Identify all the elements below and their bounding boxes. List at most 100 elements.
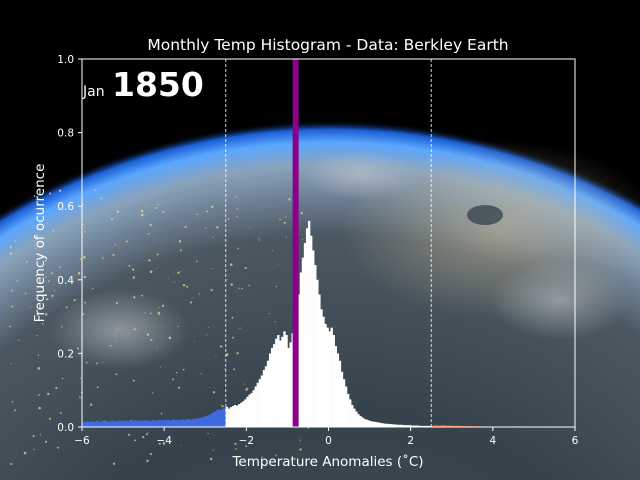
histogram-bar — [375, 422, 379, 427]
histogram-bar — [197, 418, 200, 427]
histogram-bar — [275, 338, 278, 427]
histogram-bar — [445, 425, 448, 427]
histogram-bar — [466, 425, 469, 427]
y-tick-label: 0.8 — [57, 128, 74, 140]
histogram-bar — [264, 366, 268, 427]
histogram-bar — [240, 402, 243, 427]
histogram-bar — [242, 401, 245, 427]
histogram-bar — [396, 424, 399, 427]
month-label: Jan — [82, 84, 105, 100]
histogram-bar — [462, 425, 465, 427]
histogram-bar — [451, 425, 455, 427]
year-label: 1850 — [112, 65, 204, 104]
histogram-bar — [221, 408, 225, 427]
histogram-bar — [400, 424, 403, 427]
x-tick-label: 2 — [407, 435, 414, 447]
histogram-bar — [381, 423, 385, 427]
histogram-bar — [303, 243, 307, 427]
histogram-bar — [367, 420, 370, 427]
histogram-bar — [88, 422, 91, 427]
histogram-bar — [431, 425, 434, 427]
histogram-bar — [459, 425, 463, 427]
histogram-bar — [252, 390, 255, 427]
histogram-bar — [322, 316, 325, 427]
histogram-bar — [201, 417, 204, 427]
histogram-bar — [408, 425, 411, 427]
histogram-bar — [102, 421, 105, 427]
histogram-bar — [234, 404, 237, 427]
histogram-bar — [336, 353, 340, 427]
x-tick-label: −2 — [239, 435, 254, 447]
histogram-bar — [256, 382, 259, 427]
histogram-bar — [258, 379, 262, 427]
histogram-bar — [147, 420, 151, 427]
histogram-bar — [344, 386, 348, 427]
histogram-bar — [170, 420, 173, 427]
y-tick-label: 0.6 — [57, 201, 74, 213]
histogram-bar — [215, 410, 218, 427]
histogram-bar — [320, 309, 323, 427]
histogram-bar — [388, 424, 391, 427]
histogram-bar — [270, 347, 274, 427]
histogram-bar — [332, 335, 335, 427]
y-tick-label: 0.2 — [57, 348, 74, 360]
histogram-bar — [273, 344, 276, 427]
histogram-bar — [443, 425, 446, 427]
histogram-bar — [190, 419, 194, 427]
histogram-bar — [131, 421, 134, 427]
histogram-bar — [92, 421, 95, 427]
histogram-bar — [112, 421, 116, 427]
histogram-bar — [149, 421, 153, 427]
histogram-bar — [184, 420, 188, 427]
histogram-bar — [229, 407, 233, 427]
histogram-bars — [82, 220, 512, 427]
histogram-bar — [289, 342, 292, 427]
histogram-bar — [108, 421, 112, 427]
histogram-bar — [227, 408, 231, 427]
histogram-bar — [209, 414, 212, 427]
histogram-bar — [453, 425, 457, 427]
histogram-bar — [143, 420, 146, 427]
histogram-bar — [412, 425, 416, 427]
histogram-bar — [420, 425, 424, 427]
chart-title: Monthly Temp Histogram - Data: Berkley E… — [147, 36, 508, 54]
histogram-bar — [307, 220, 311, 427]
histogram-bar — [359, 415, 362, 427]
y-tick-label: 1.0 — [57, 54, 74, 66]
histogram-bar — [203, 416, 206, 427]
histogram-bar — [455, 425, 459, 427]
histogram-bar — [199, 417, 202, 427]
histogram-bar — [121, 420, 124, 427]
x-axis-label: Temperature Anomalies (˚C) — [231, 453, 423, 470]
histogram-bar — [151, 420, 155, 427]
histogram-bar — [172, 419, 175, 427]
histogram-bar — [316, 279, 319, 427]
histogram-bar — [398, 424, 401, 427]
histogram-bar — [96, 420, 99, 427]
histogram-bar — [84, 421, 87, 427]
histogram-bar — [114, 421, 118, 427]
histogram-bar — [248, 394, 251, 427]
histogram-bar — [283, 331, 286, 427]
histogram-bar — [449, 425, 453, 427]
histogram-bar — [231, 406, 235, 427]
histogram-bar — [164, 420, 167, 427]
histogram-bar — [250, 393, 253, 427]
histogram-bar — [180, 419, 183, 427]
histogram-bar — [188, 419, 192, 427]
x-tick-label: 6 — [572, 435, 579, 447]
y-tick-label: 0.0 — [57, 422, 74, 434]
histogram-bar — [129, 420, 132, 427]
histogram-bar — [392, 424, 395, 427]
histogram-bar — [116, 420, 120, 427]
histogram-bar — [334, 346, 338, 427]
histogram-bar — [186, 418, 190, 427]
histogram-bar — [176, 419, 179, 427]
histogram-bar — [94, 421, 97, 427]
histogram-bar — [406, 425, 409, 427]
histogram-bar — [123, 421, 126, 427]
histogram-bar — [447, 425, 450, 427]
histogram-bar — [330, 327, 333, 427]
histogram-bar — [326, 327, 329, 427]
histogram-bar — [137, 421, 140, 427]
